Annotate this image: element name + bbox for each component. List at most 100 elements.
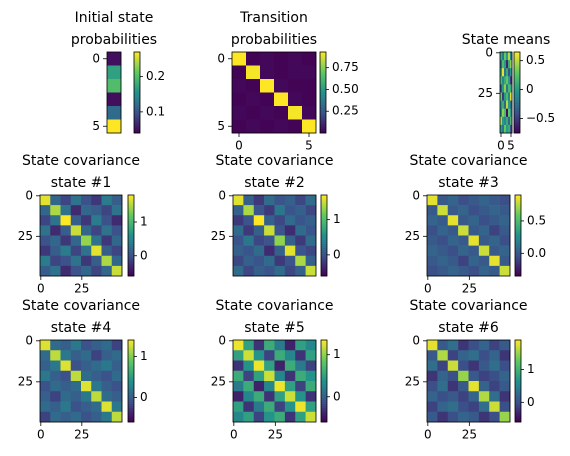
heatmap-cell	[60, 360, 72, 372]
heatmap-cell	[50, 350, 61, 361]
colorbar-step	[515, 358, 521, 361]
heatmap-cell	[246, 92, 261, 107]
heatmap-cell	[468, 215, 480, 226]
colorbar-step	[514, 56, 520, 59]
colorbar-step	[320, 96, 326, 99]
colorbar-step	[321, 385, 327, 388]
colorbar-tick-label: −0.5	[526, 111, 555, 125]
heatmap-cell	[107, 65, 122, 80]
heatmap-cell	[284, 205, 296, 216]
colorbar-step	[514, 126, 520, 130]
heatmap-cell	[243, 235, 255, 246]
heatmap-cell	[60, 391, 72, 402]
colorbar-step	[134, 108, 140, 112]
heatmap-cell	[264, 391, 275, 402]
colorbar-step	[515, 370, 521, 374]
colorbar-step	[320, 116, 326, 120]
colorbar-step	[515, 213, 521, 216]
heatmap-cell	[478, 360, 490, 372]
heatmap-cell	[502, 52, 505, 61]
colorbar-step	[128, 374, 134, 378]
heatmap-cell	[101, 370, 113, 382]
heatmap-cell	[284, 411, 296, 423]
heatmap-cell	[274, 381, 286, 392]
colorbar-step	[128, 271, 134, 275]
colorbar-step	[321, 399, 327, 402]
heatmap-cell	[499, 360, 511, 372]
colorbar-step	[321, 348, 327, 351]
heatmap-cell	[510, 76, 513, 85]
heatmap-cell	[506, 52, 509, 61]
colorbar-step	[128, 393, 134, 396]
heatmap-cell	[478, 215, 490, 226]
heatmap-cell	[243, 391, 255, 402]
colorbar-step	[514, 122, 520, 126]
y-tick-label: 0	[412, 333, 420, 347]
colorbar-step	[321, 245, 327, 248]
colorbar-step	[128, 372, 134, 376]
chart-title: Initial state	[75, 10, 154, 26]
heatmap-cell	[295, 255, 306, 267]
heatmap-cell	[284, 215, 296, 226]
heatmap-cell	[499, 235, 511, 246]
chart-title: State means	[462, 32, 551, 48]
colorbar-step	[514, 84, 520, 87]
y-tick-label: 25	[211, 374, 226, 388]
colorbar-step	[515, 273, 521, 277]
x-tick-label: 0	[37, 282, 45, 296]
heatmap-cell	[274, 401, 286, 413]
colorbar-step	[515, 221, 521, 224]
heatmap-cell	[489, 205, 500, 216]
colorbar-step	[128, 364, 134, 367]
heatmap-cell	[233, 401, 244, 413]
heatmap-cell	[468, 265, 480, 277]
axes-frame	[426, 194, 511, 277]
colorbar-step	[515, 397, 521, 400]
colorbar-step	[128, 197, 134, 200]
heatmap-cell	[500, 100, 503, 109]
heatmap-cell	[295, 225, 306, 236]
heatmap-cell	[111, 381, 123, 392]
colorbar-step	[515, 401, 521, 404]
colorbar-step	[321, 223, 327, 226]
heatmap-cell	[81, 215, 92, 226]
colorbar-step	[514, 58, 520, 61]
colorbar-step	[515, 415, 521, 419]
colorbar-step	[515, 378, 521, 382]
heatmap-cell	[40, 205, 51, 216]
colorbar-step	[321, 205, 327, 208]
colorbar-step	[321, 368, 327, 372]
heatmap-cell	[70, 205, 82, 216]
y-tick-label: 0	[25, 333, 33, 347]
heatmap-cell	[305, 360, 317, 372]
heatmap-cell	[500, 60, 503, 69]
colorbar-step	[320, 114, 326, 118]
heatmap-cell	[506, 84, 509, 93]
colorbar-step	[321, 225, 327, 228]
heatmap-cell	[253, 265, 265, 277]
chart-title: state #1	[51, 175, 112, 191]
heatmap-cell	[274, 215, 286, 226]
colorbar-step	[128, 233, 134, 236]
heatmap-cell	[502, 108, 505, 118]
y-tick-label: 25	[211, 229, 226, 243]
heatmap-cell	[243, 411, 255, 423]
heatmap-cell	[60, 205, 72, 216]
colorbar-step	[134, 124, 140, 128]
colorbar-frame	[319, 51, 327, 134]
colorbar-step	[514, 80, 520, 83]
colorbar-step	[134, 82, 140, 85]
colorbar-step	[321, 243, 327, 246]
colorbar-step	[321, 397, 327, 400]
heatmap-cell	[504, 100, 507, 109]
colorbar-step	[321, 253, 327, 257]
colorbar-frame	[514, 194, 522, 277]
heatmap-cell	[504, 84, 507, 93]
colorbar-step	[321, 263, 327, 267]
heatmap-cell	[40, 265, 51, 277]
colorbar-step	[128, 227, 134, 230]
colorbar-step	[515, 223, 521, 226]
heatmap-cell	[508, 124, 511, 134]
colorbar-step	[128, 356, 134, 359]
colorbar-step	[128, 239, 134, 242]
